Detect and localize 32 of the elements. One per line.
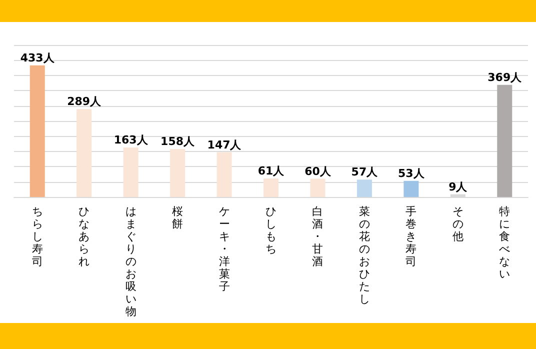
data-label: 289人 <box>67 95 102 108</box>
x-tick-label: 特に食べない <box>499 204 510 280</box>
x-tick-label: ケーキ・洋菓子 <box>218 204 230 293</box>
x-tick-label: ひなあられ <box>78 204 90 268</box>
x-tick-label: 桜餅 <box>172 204 184 230</box>
x-tick-label: ちらし寿司 <box>32 204 43 268</box>
bar <box>497 84 512 197</box>
bar <box>170 148 186 197</box>
bar <box>30 65 45 197</box>
bar <box>264 178 278 197</box>
x-tick-label: ひしもち <box>266 204 276 256</box>
data-label: 158人 <box>160 134 196 148</box>
bar <box>216 152 232 197</box>
data-label: 163人 <box>114 133 149 146</box>
x-tick-label: その他 <box>452 204 464 243</box>
data-label: 53人 <box>398 166 426 180</box>
data-label: 369人 <box>488 70 523 84</box>
bar <box>356 180 372 197</box>
data-label: 147人 <box>207 138 242 152</box>
data-label: 433人 <box>20 51 56 64</box>
bar <box>404 180 419 197</box>
category-label: はまぐりのお吸い物 <box>125 204 136 318</box>
data-label: 60人 <box>304 164 332 178</box>
x-tick-label: 菜の花のおひたし <box>358 204 370 306</box>
bar <box>76 109 92 197</box>
data-label: 57人 <box>351 166 379 179</box>
bar <box>123 147 138 197</box>
x-tick-label: 白酒・甘酒 <box>312 204 324 268</box>
data-label: 9人 <box>448 180 468 194</box>
bar <box>310 178 326 197</box>
x-tick-label: 手巻き寿司 <box>406 204 417 268</box>
data-label: 61人 <box>258 164 286 178</box>
